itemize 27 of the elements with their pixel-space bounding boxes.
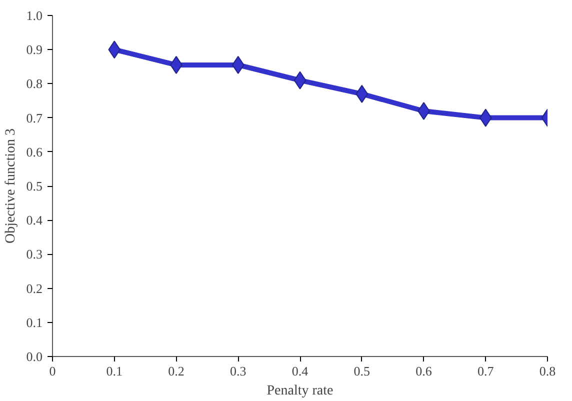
y-tick-label: 0.2	[26, 280, 42, 296]
y-tick-label: 0.0	[26, 349, 42, 364]
y-tick-label: 0.7	[26, 110, 43, 126]
x-tick-label: 0.2	[168, 364, 184, 378]
x-tick-label: 0.4	[292, 364, 309, 378]
x-tick-label: 0.6	[416, 364, 432, 378]
point	[479, 108, 492, 127]
y-tick-label: 1.0	[26, 8, 42, 23]
point	[232, 56, 244, 74]
point	[108, 40, 121, 59]
x-tick-label: 0.3	[230, 364, 246, 378]
x-tick-label: 0	[49, 364, 56, 378]
point	[294, 71, 306, 90]
x-tick-label: 0.1	[106, 364, 122, 378]
x-tick-label: 0.5	[354, 364, 370, 378]
y-tick-label: 0.1	[26, 314, 42, 330]
x-tick-label: 0.8	[539, 364, 556, 378]
x-tick-label: 0.7	[478, 364, 494, 378]
y-tick-label: 0.4	[26, 212, 43, 228]
y-tick-label: 0.3	[26, 246, 42, 262]
x-axis-title: Penalty rate	[266, 384, 334, 398]
y-axis-title: Objective function 3	[3, 128, 18, 244]
y-tick-label: 0.9	[26, 42, 42, 58]
y-tick-label: 0.5	[26, 178, 42, 194]
y-tick-label: 0.8	[26, 76, 42, 92]
point	[356, 84, 368, 103]
y-tick-label: 0.6	[26, 144, 43, 160]
